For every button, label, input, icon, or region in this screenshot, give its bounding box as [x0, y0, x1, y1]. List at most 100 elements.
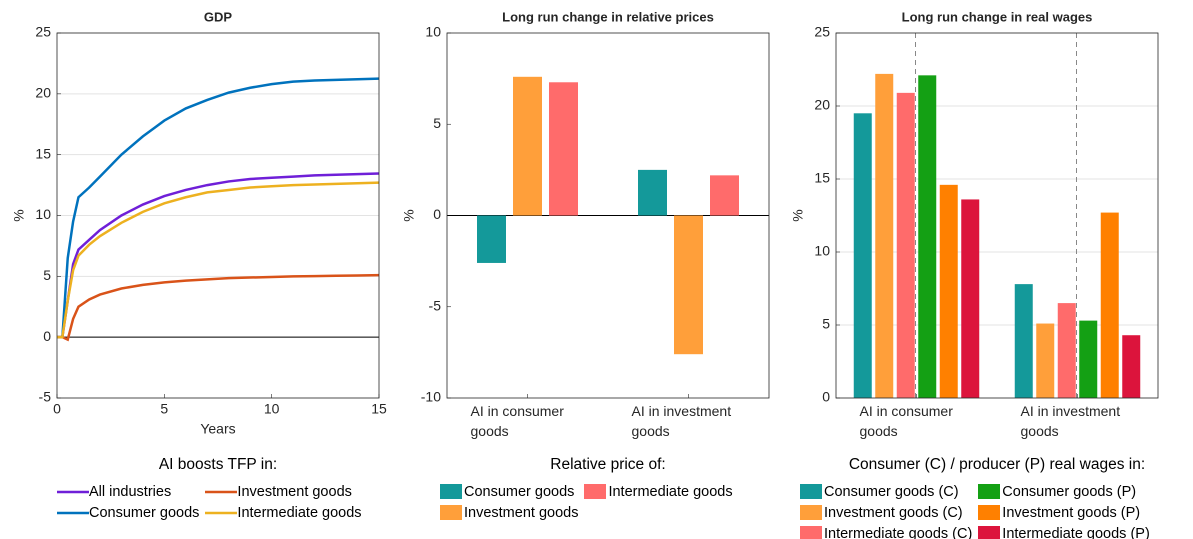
- legend-item: Consumer goods (C): [800, 482, 972, 501]
- legend-title: Consumer (C) / producer (P) real wages i…: [848, 456, 1146, 473]
- y-tick-label: 20: [35, 85, 51, 101]
- legend-item: Intermediate goods: [205, 503, 362, 522]
- bar: [513, 76, 542, 216]
- legend-swatch: [584, 484, 607, 499]
- legend: Consumer goods Investment goods Intermedia…: [440, 482, 733, 522]
- legend-label: Consumer goods: [89, 504, 200, 521]
- y-tick-label: 10: [35, 206, 51, 222]
- line: [57, 181, 380, 339]
- bar: [1100, 212, 1119, 398]
- x-tick-label: 10: [264, 401, 280, 417]
- legend-label: Intermediate goods: [608, 483, 733, 500]
- x-tick-label: AI in consumer goods: [470, 403, 564, 439]
- line: [57, 273, 380, 342]
- legend-item: Intermediate goods (C): [800, 524, 972, 539]
- legend-item: Consumer goods: [57, 503, 199, 522]
- line: [57, 172, 380, 339]
- y-tick-label: 0: [433, 206, 441, 222]
- bar: [939, 184, 958, 398]
- chart-title: Long run change in real wages: [902, 9, 1093, 24]
- legend-swatch: [978, 484, 1001, 499]
- legend-label: Intermediate goods (C): [824, 525, 973, 539]
- legend-label: Investment goods: [464, 504, 579, 521]
- legend-swatch: [440, 484, 462, 499]
- y-tick-label: 5: [822, 316, 830, 332]
- y-tick-label: 0: [822, 389, 830, 405]
- y-tick-label: -5: [39, 389, 52, 405]
- x-axis-label: Years: [200, 421, 235, 437]
- bar: [1122, 335, 1141, 398]
- legend-item: Investment goods (P): [978, 503, 1150, 522]
- legend-swatch: [800, 526, 822, 539]
- x-tick-label: 5: [160, 401, 168, 417]
- legend-item: Investment goods: [440, 503, 578, 522]
- bar: [1036, 323, 1055, 398]
- legend-swatch: [205, 511, 238, 514]
- y-tick-label: -10: [421, 389, 441, 405]
- legend-item: Investment goods (C): [800, 503, 972, 522]
- y-tick-label: 5: [43, 267, 51, 283]
- y-tick-label: -5: [429, 297, 442, 313]
- y-tick-label: 25: [814, 24, 830, 40]
- legend: Consumer goods (C) Investment goods (C) In…: [800, 482, 1150, 539]
- bar: [896, 92, 915, 399]
- legend-label: Consumer goods (P): [1002, 483, 1137, 500]
- legend-title: AI boosts TFP in:: [158, 456, 278, 473]
- y-axis-label: %: [790, 209, 806, 221]
- y-axis-label: %: [401, 209, 417, 221]
- legend-swatch: [57, 511, 89, 514]
- legend-label: All industries: [89, 483, 172, 500]
- legend-item: All industries: [57, 482, 199, 501]
- legend-swatch: [978, 526, 1001, 539]
- x-tick-label: 15: [371, 401, 387, 417]
- bar: [875, 73, 894, 398]
- legend-item: Intermediate goods: [584, 482, 733, 501]
- y-tick-label: 25: [35, 24, 51, 40]
- x-tick-label: AI in investment goods: [1020, 403, 1121, 439]
- axes-box: [56, 32, 380, 399]
- x-tick-label: 0: [53, 401, 61, 417]
- x-tick-label: AI in investment goods: [631, 403, 732, 439]
- legend-item: Intermediate goods (P): [978, 524, 1150, 539]
- bar: [1079, 320, 1098, 398]
- y-tick-label: 10: [425, 24, 441, 40]
- legend-grid: Consumer goods Investment goods Intermedia…: [440, 482, 733, 522]
- bar: [710, 175, 739, 216]
- legend-title: Relative price of:: [550, 456, 666, 473]
- x-tick-label: AI in consumer goods: [859, 403, 953, 439]
- bar: [853, 113, 872, 399]
- chart-title: GDP: [204, 9, 233, 24]
- legend-swatch: [978, 505, 1001, 520]
- y-tick-label: 10: [814, 243, 830, 259]
- axes-box: [446, 32, 770, 399]
- legend-item: Investment goods: [205, 482, 361, 501]
- legend-label: Consumer goods: [464, 483, 575, 500]
- legend: All industries Consumer goods Investment g…: [57, 482, 362, 522]
- bar: [549, 82, 578, 216]
- bar: [638, 169, 667, 216]
- legend-grid: All industries Consumer goods Investment g…: [57, 482, 362, 522]
- bar: [918, 75, 937, 398]
- y-tick-label: 5: [433, 115, 441, 131]
- bar: [961, 199, 980, 398]
- legend-swatch: [800, 505, 822, 520]
- legend-label: Intermediate goods (P): [1002, 525, 1150, 539]
- axes-box: [835, 32, 1159, 399]
- bar: [477, 215, 506, 263]
- legend-item: Consumer goods: [440, 482, 578, 501]
- y-tick-label: 20: [814, 97, 830, 113]
- y-tick-label: 15: [814, 170, 830, 186]
- line: [57, 77, 380, 339]
- legend-swatch: [205, 490, 238, 493]
- bar: [1057, 303, 1076, 398]
- legend-label: Intermediate goods: [237, 504, 362, 521]
- legend-swatch: [440, 505, 462, 520]
- legend-grid: Consumer goods (C) Investment goods (C) In…: [800, 482, 1150, 539]
- bar: [674, 215, 703, 355]
- y-axis-label: %: [11, 209, 27, 221]
- legend-label: Investment goods (P): [1002, 504, 1141, 521]
- legend-label: Investment goods (C): [824, 504, 963, 521]
- chart-title: Long run change in relative prices: [502, 9, 714, 24]
- legend-swatch: [800, 484, 822, 499]
